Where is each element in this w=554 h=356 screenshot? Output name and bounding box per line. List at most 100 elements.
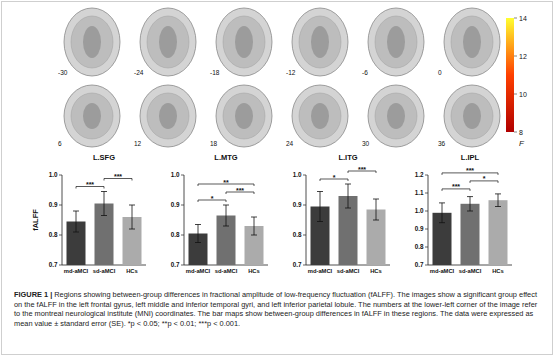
error-line [376, 199, 377, 220]
error-bar [195, 225, 201, 243]
slice-coordinate: -24 [134, 69, 144, 76]
significance-label: *** [236, 187, 244, 194]
y-tick [425, 175, 428, 176]
error-bar [251, 217, 257, 235]
slice-inner [223, 16, 265, 68]
error-cap [101, 215, 107, 216]
error-cap [129, 229, 135, 230]
y-tick-label: 0.9 [415, 225, 424, 232]
significance-label: ** [223, 179, 229, 186]
slice-inner [299, 93, 341, 139]
slice-core [235, 103, 253, 129]
brain-slice: 24 [286, 85, 348, 147]
slice-core [387, 103, 405, 129]
y-tick-label: 0.8 [415, 243, 424, 250]
y-tick [425, 229, 428, 230]
y-tick [303, 205, 306, 206]
slice-core [463, 26, 481, 58]
brain-slice: 30 [362, 85, 424, 147]
y-tick-label: 1.2 [415, 171, 424, 178]
y-tick [59, 265, 62, 266]
significance-label: *** [466, 167, 474, 174]
slice-inner [223, 93, 265, 139]
y-tick-label: 0.8 [171, 231, 180, 238]
slice-outline [444, 85, 500, 147]
colorbar [506, 18, 514, 132]
error-cap [439, 222, 445, 223]
error-cap [195, 242, 201, 243]
error-line [198, 225, 199, 243]
colorbar-tick-label: 12 [519, 53, 527, 60]
bar-chart: L.IPL0.70.80.91.01.11.2md-aMCIsd-aMCIHCs… [415, 153, 512, 274]
error-line [470, 197, 471, 211]
y-tick [303, 235, 306, 236]
y-tick-label: 0.8 [49, 231, 58, 238]
brain-slice: -30 [58, 8, 120, 76]
y-axis [428, 175, 429, 265]
error-cap [345, 208, 351, 209]
slice-core [235, 26, 253, 58]
x-tick-label: HCs [370, 268, 382, 274]
colorbar-tick-label: 14 [519, 15, 527, 22]
chart-title: L.MTG [214, 153, 237, 162]
colorbar-tick [514, 18, 517, 19]
error-bar [101, 192, 107, 216]
error-cap [251, 217, 257, 218]
error-cap [195, 224, 201, 225]
y-tick-label: 1.1 [415, 189, 424, 196]
error-bar [439, 203, 445, 223]
error-bar [73, 211, 79, 232]
slice-core [159, 26, 177, 58]
slice-outline [140, 8, 196, 76]
error-cap [495, 206, 501, 207]
colorbar-label: F [519, 139, 525, 148]
x-tick-label: sd-aMCI [93, 268, 116, 274]
error-line [226, 205, 227, 226]
y-tick [425, 247, 428, 248]
slice-core [83, 103, 101, 129]
colorbar-tick [514, 94, 517, 95]
slice-coordinate: -12 [286, 69, 296, 76]
colorbar-tick [514, 132, 517, 133]
slice-coordinate: -18 [210, 69, 220, 76]
y-tick-label: 0.7 [49, 261, 58, 268]
brain-slice: 0 [438, 8, 500, 76]
error-line [320, 192, 321, 222]
caption-text: Regions showing between-group difference… [14, 290, 537, 328]
bar [461, 204, 480, 265]
brain-slice: 36 [438, 85, 500, 147]
y-tick-label: 1.0 [415, 207, 424, 214]
error-bar [467, 197, 473, 211]
slice-core [311, 26, 329, 58]
x-tick-label: sd-aMCI [215, 268, 238, 274]
x-tick-label: md-aMCI [308, 268, 333, 274]
error-line [442, 203, 443, 223]
x-tick-label: sd-aMCI [459, 268, 482, 274]
y-axis-label: fALFF [31, 209, 40, 231]
error-line [76, 211, 77, 232]
chart-title: L.IPL [461, 153, 480, 162]
error-bar [495, 194, 501, 207]
x-tick-label: md-aMCI [64, 268, 89, 274]
error-line [104, 192, 105, 216]
slice-coordinate: 18 [210, 140, 218, 147]
y-tick [59, 175, 62, 176]
x-tick-label: HCs [126, 268, 138, 274]
error-line [348, 184, 349, 208]
brain-slice: -24 [134, 8, 196, 76]
bars [67, 192, 142, 266]
slice-inner [71, 16, 113, 68]
y-tick [181, 235, 184, 236]
y-tick [425, 265, 428, 266]
slice-inner [147, 16, 189, 68]
frame [2, 2, 553, 355]
y-tick-label: 1.0 [49, 171, 58, 178]
bar-chart: L.SFGfALFF0.70.80.91.0md-aMCIsd-aMCIHCs*… [31, 153, 146, 274]
error-cap [439, 202, 445, 203]
y-tick-label: 1.0 [171, 171, 180, 178]
error-cap [73, 232, 79, 233]
slice-outline [64, 85, 120, 147]
y-tick [181, 175, 184, 176]
error-cap [317, 191, 323, 192]
error-cap [73, 211, 79, 212]
